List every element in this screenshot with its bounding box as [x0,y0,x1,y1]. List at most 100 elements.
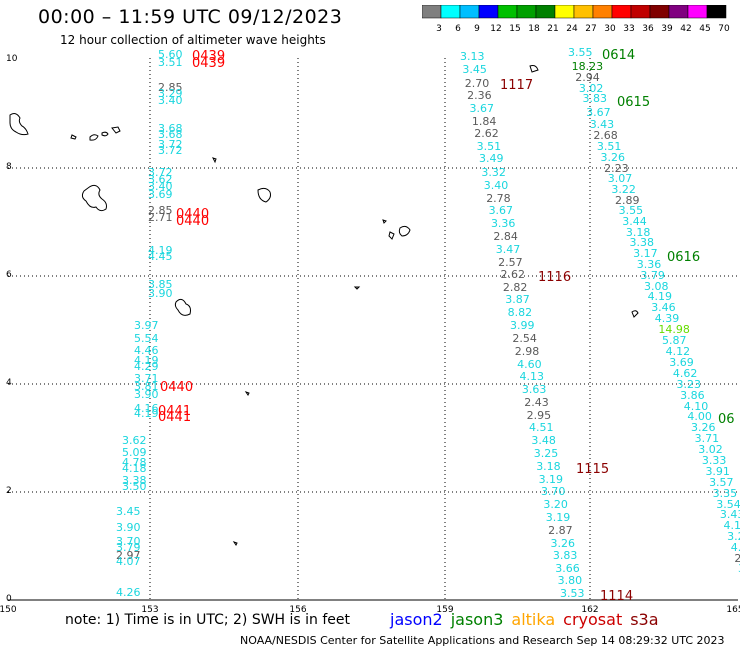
wave-height-value: 4.39 [655,312,680,325]
pass-time-label: 0441 [158,404,191,419]
wave-height-value: 2.36 [467,89,492,102]
wave-height-value: 2.97 [116,549,141,562]
map-title: 00:00 – 11:59 UTC 09/12/2023 [38,6,343,28]
y-tick-label: 10 [6,54,18,64]
wave-height-value: 3.68 [158,122,183,135]
wave-height-value: 4.10 [684,400,709,413]
pass-time-label: 0616 [667,250,700,265]
pass-time-label: 0615 [617,95,650,110]
wave-height-value: 2.84 [493,230,518,243]
wave-height-value: 3.47 [496,243,521,256]
wave-height-labels: 5.603.512.853.293.403.683.683.723.723.72… [116,46,740,600]
wave-height-value: 3.90 [116,521,141,534]
island-outline [244,391,250,396]
wave-height-value: 4.62 [673,367,698,380]
island-outlines [9,65,639,546]
wave-height-value: 3.91 [705,465,730,478]
wave-height-value: 5.54 [134,332,159,345]
legend-cryosat: cryosat [563,610,623,629]
island-outline [232,541,238,546]
pass-time-label: 1117 [500,78,533,93]
island-outline [9,113,29,136]
wave-height-value: 3.40 [158,94,183,107]
wave-height-value: 2.78 [486,192,511,205]
wave-height-value: 2.71 [148,211,173,224]
island-outline [101,131,109,137]
wave-height-value: 2.23 [604,162,629,175]
island-outline [353,286,361,290]
wave-height-value: 3.97 [134,319,159,332]
color-scale-label: 6 [455,24,461,34]
island-outline [631,310,639,318]
wave-height-value: 1.84 [472,115,497,128]
pass-time-label: 1114 [600,589,633,604]
wave-height-value: 3.51 [477,140,502,153]
wave-height-value: 2.87 [548,524,573,537]
color-swatch [706,5,727,19]
wave-height-value: 3.26 [601,151,626,164]
island-outline [174,298,191,316]
pass-time-label: 1115 [576,462,609,477]
wave-height-value: 3.38 [122,474,147,487]
wave-height-value: 3.02 [579,82,604,95]
wave-height-value: 18.23 [572,60,604,73]
x-tick-label: 159 [436,605,453,615]
wave-height-value: 3.29 [158,87,183,100]
wave-height-value: 3.69 [148,188,173,201]
wave-height-value: 3.2 [727,530,740,543]
wave-height-value: 3.63 [522,383,547,396]
wave-height-value: 3.69 [669,356,694,369]
wave-height-value: 2.57 [498,256,522,269]
wave-height-value: 3.38 [629,236,654,249]
wave-height-value: 3.07 [608,172,633,185]
wave-height-value: 3.26 [550,537,575,550]
wave-height-value: 3.48 [531,434,556,447]
wave-height-value: 3.87 [505,293,530,306]
wave-height-value: 5.09 [122,446,147,459]
wave-height-value: 3 [738,562,740,575]
satellite-legend: jason2 jason3 altika cryosat s3a [390,610,667,629]
x-tick-label: 153 [141,605,158,615]
wave-height-value: 4.45 [148,250,173,263]
wave-height-value: 14.98 [658,323,690,336]
wave-height-value: 5.60 [158,48,183,61]
wave-height-value: 3.66 [555,562,580,575]
island-outline [398,225,411,237]
wave-height-value: 3.67 [489,204,513,217]
wave-height-value: 3.55 [619,204,644,217]
y-tick-label: 2 [6,486,12,496]
wave-height-value: 3.45 [116,505,141,518]
wave-height-value: 3.43 [590,118,615,131]
credit-line: NOAA/NESDIS Center for Satellite Applica… [240,634,725,647]
wave-height-value: 2.85 [148,204,173,217]
wave-height-value: 2.43 [524,396,549,409]
grid-lines [8,58,738,600]
island-outline [382,219,387,224]
legend-jason3: jason3 [450,610,504,629]
wave-height-value: 3.81 [134,380,159,393]
wave-height-value: 3.79 [640,269,665,282]
wave-height-value: 3.08 [644,280,669,293]
color-scale-label: 39 [661,24,673,34]
wave-height-value: 2.98 [515,345,540,358]
legend-s3a: s3a [630,610,659,629]
wave-height-value: 4.07 [116,555,141,568]
wave-height-value: 3.49 [479,152,504,165]
wave-height-value: 3.35 [713,487,738,500]
wave-height-value: 3.26 [691,421,716,434]
wave-height-value: 3.72 [158,144,183,157]
wave-height-value: 3.25 [534,447,559,460]
wave-height-value: 3.57 [709,476,734,489]
pass-time-label: 0614 [602,48,635,63]
wave-height-value: 3.53 [560,587,585,600]
wave-height-value: 3.55 [568,46,593,59]
map-subtitle: 12 hour collection of altimeter wave hei… [60,33,326,47]
wave-height-value: 3.90 [134,388,159,401]
wave-height-value: 4.26 [116,586,141,599]
wave-height-value: 3.67 [470,102,495,115]
wave-height-value: 2.94 [575,71,600,84]
wave-height-value: 3.67 [586,106,611,119]
color-scale-label: 27 [585,24,596,34]
